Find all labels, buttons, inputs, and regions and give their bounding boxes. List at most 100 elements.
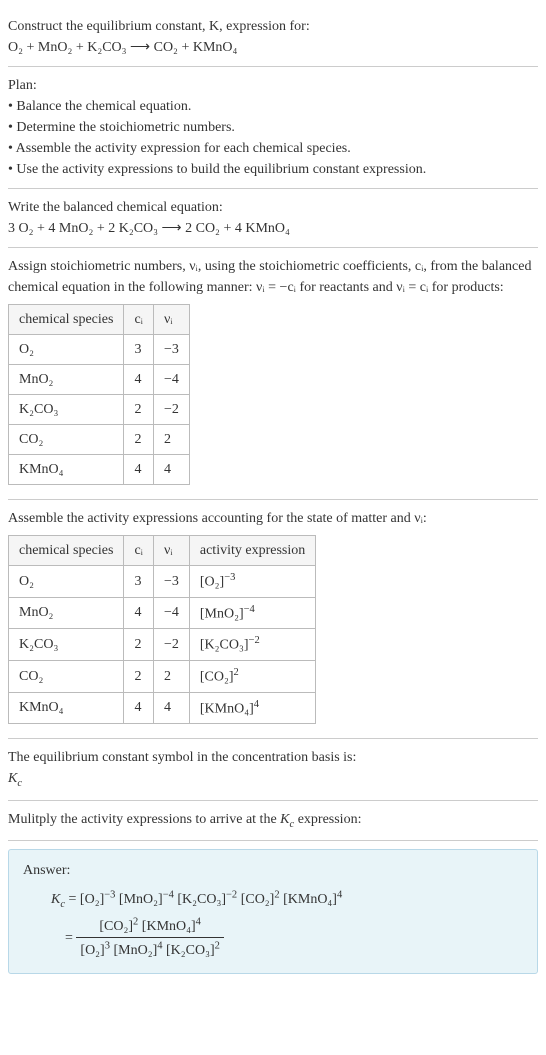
cell: KMnO₄	[9, 455, 124, 485]
plan-item: Use the activity expressions to build th…	[8, 159, 538, 180]
symbol-section: The equilibrium constant symbol in the c…	[8, 739, 538, 801]
col-header: activity expression	[189, 536, 315, 566]
term: [O₂]3	[80, 943, 110, 958]
answer-line2: = [CO₂]2 [KMnO₄]4 [O₂]3 [MnO₂]4 [K₂CO₃]2	[65, 915, 523, 961]
cell: MnO₂	[9, 597, 124, 629]
table-row: O₂3−3[O₂]−3	[9, 566, 316, 598]
balanced-heading: Write the balanced chemical equation:	[8, 197, 538, 218]
cell: [KMnO₄]4	[189, 692, 315, 724]
cell: −3	[153, 566, 189, 598]
cell: 2	[124, 660, 154, 692]
cell: 4	[124, 365, 154, 395]
plan-item: Assemble the activity expression for eac…	[8, 138, 538, 159]
cell: [O₂]−3	[189, 566, 315, 598]
cell: 2	[124, 395, 154, 425]
col-header: chemical species	[9, 305, 124, 335]
term: [CO₂]2	[241, 892, 280, 907]
table-row: CO₂22[CO₂]2	[9, 660, 316, 692]
cell: CO₂	[9, 425, 124, 455]
cell: −4	[153, 597, 189, 629]
fraction: [CO₂]2 [KMnO₄]4 [O₂]3 [MnO₂]4 [K₂CO₃]2	[76, 915, 224, 961]
plan-heading: Plan:	[8, 75, 538, 96]
plan-list: Balance the chemical equation. Determine…	[8, 96, 538, 180]
table-row: MnO₂4−4[MnO₂]−4	[9, 597, 316, 629]
term: [CO₂]2	[99, 919, 138, 934]
cell: KMnO₄	[9, 692, 124, 724]
expr-exp: −3	[224, 572, 235, 583]
table-row: CO₂22	[9, 425, 190, 455]
table-row: O₂3−3	[9, 335, 190, 365]
expr-base: [CO₂]	[200, 670, 234, 685]
expr-base: [KMnO₄]	[200, 701, 254, 716]
col-header: νᵢ	[153, 536, 189, 566]
cell: 2	[124, 629, 154, 661]
cell: 3	[124, 335, 154, 365]
cell: 2	[153, 660, 189, 692]
expr-exp: −2	[249, 635, 260, 646]
cell: 4	[124, 692, 154, 724]
table-row: K₂CO₃2−2	[9, 395, 190, 425]
intro-equation: O₂ + MnO₂ + K₂CO₃ ⟶ CO₂ + KMnO₄	[8, 37, 538, 58]
cell: O₂	[9, 566, 124, 598]
cell: K₂CO₃	[9, 395, 124, 425]
table-header-row: chemical species cᵢ νᵢ	[9, 305, 190, 335]
kc-lhs: Kc	[51, 892, 65, 907]
cell: [K₂CO₃]−2	[189, 629, 315, 661]
cell: O₂	[9, 335, 124, 365]
table-row: KMnO₄44[KMnO₄]4	[9, 692, 316, 724]
col-header: νᵢ	[153, 305, 189, 335]
expr-base: [K₂CO₃]	[200, 638, 249, 653]
table-row: K₂CO₃2−2[K₂CO₃]−2	[9, 629, 316, 661]
col-header: cᵢ	[124, 536, 154, 566]
answer-label: Answer:	[23, 860, 523, 881]
multiply-text: Mulitply the activity expressions to arr…	[8, 809, 538, 833]
term: [MnO₂]4	[113, 943, 162, 958]
activity-section: Assemble the activity expressions accoun…	[8, 500, 538, 739]
cell: [CO₂]2	[189, 660, 315, 692]
expr-exp: 2	[234, 667, 239, 678]
expr-base: [O₂]	[200, 575, 224, 590]
term: [K₂CO₃]−2	[177, 892, 237, 907]
answer-line1: Kc = [O₂]−3 [MnO₂]−4 [K₂CO₃]−2 [CO₂]2 [K…	[51, 887, 523, 912]
stoich-text: Assign stoichiometric numbers, νᵢ, using…	[8, 256, 538, 298]
col-header: cᵢ	[124, 305, 154, 335]
expr-exp: 4	[254, 699, 259, 710]
cell: 2	[153, 425, 189, 455]
cell: 4	[153, 692, 189, 724]
table-header-row: chemical species cᵢ νᵢ activity expressi…	[9, 536, 316, 566]
expr-base: [MnO₂]	[200, 606, 244, 621]
cell: −3	[153, 335, 189, 365]
cell: −4	[153, 365, 189, 395]
balanced-equation: 3 O₂ + 4 MnO₂ + 2 K₂CO₃ ⟶ 2 CO₂ + 4 KMnO…	[8, 218, 538, 239]
term: [KMnO₄]4	[283, 892, 342, 907]
cell: 3	[124, 566, 154, 598]
cell: −2	[153, 395, 189, 425]
stoich-section: Assign stoichiometric numbers, νᵢ, using…	[8, 248, 538, 500]
term: [O₂]−3	[80, 892, 116, 907]
fraction-numerator: [CO₂]2 [KMnO₄]4	[76, 915, 224, 939]
intro-line1: Construct the equilibrium constant, K, e…	[8, 16, 538, 37]
table-row: KMnO₄44	[9, 455, 190, 485]
balanced-section: Write the balanced chemical equation: 3 …	[8, 189, 538, 248]
cell: K₂CO₃	[9, 629, 124, 661]
plan-item: Balance the chemical equation.	[8, 96, 538, 117]
symbol-value: Kc	[8, 768, 538, 792]
answer-body: Kc = [O₂]−3 [MnO₂]−4 [K₂CO₃]−2 [CO₂]2 [K…	[51, 887, 523, 961]
stoich-table: chemical species cᵢ νᵢ O₂3−3 MnO₂4−4 K₂C…	[8, 304, 190, 485]
cell: −2	[153, 629, 189, 661]
expr-exp: −4	[244, 604, 255, 615]
table-row: MnO₂4−4	[9, 365, 190, 395]
term: [MnO₂]−4	[119, 892, 174, 907]
col-header: chemical species	[9, 536, 124, 566]
fraction-denominator: [O₂]3 [MnO₂]4 [K₂CO₃]2	[76, 938, 224, 961]
cell: CO₂	[9, 660, 124, 692]
term: [KMnO₄]4	[142, 919, 201, 934]
answer-box: Answer: Kc = [O₂]−3 [MnO₂]−4 [K₂CO₃]−2 […	[8, 849, 538, 974]
cell: 2	[124, 425, 154, 455]
cell: MnO₂	[9, 365, 124, 395]
intro-section: Construct the equilibrium constant, K, e…	[8, 8, 538, 67]
activity-text: Assemble the activity expressions accoun…	[8, 508, 538, 529]
multiply-section: Mulitply the activity expressions to arr…	[8, 801, 538, 842]
cell: [MnO₂]−4	[189, 597, 315, 629]
cell: 4	[153, 455, 189, 485]
